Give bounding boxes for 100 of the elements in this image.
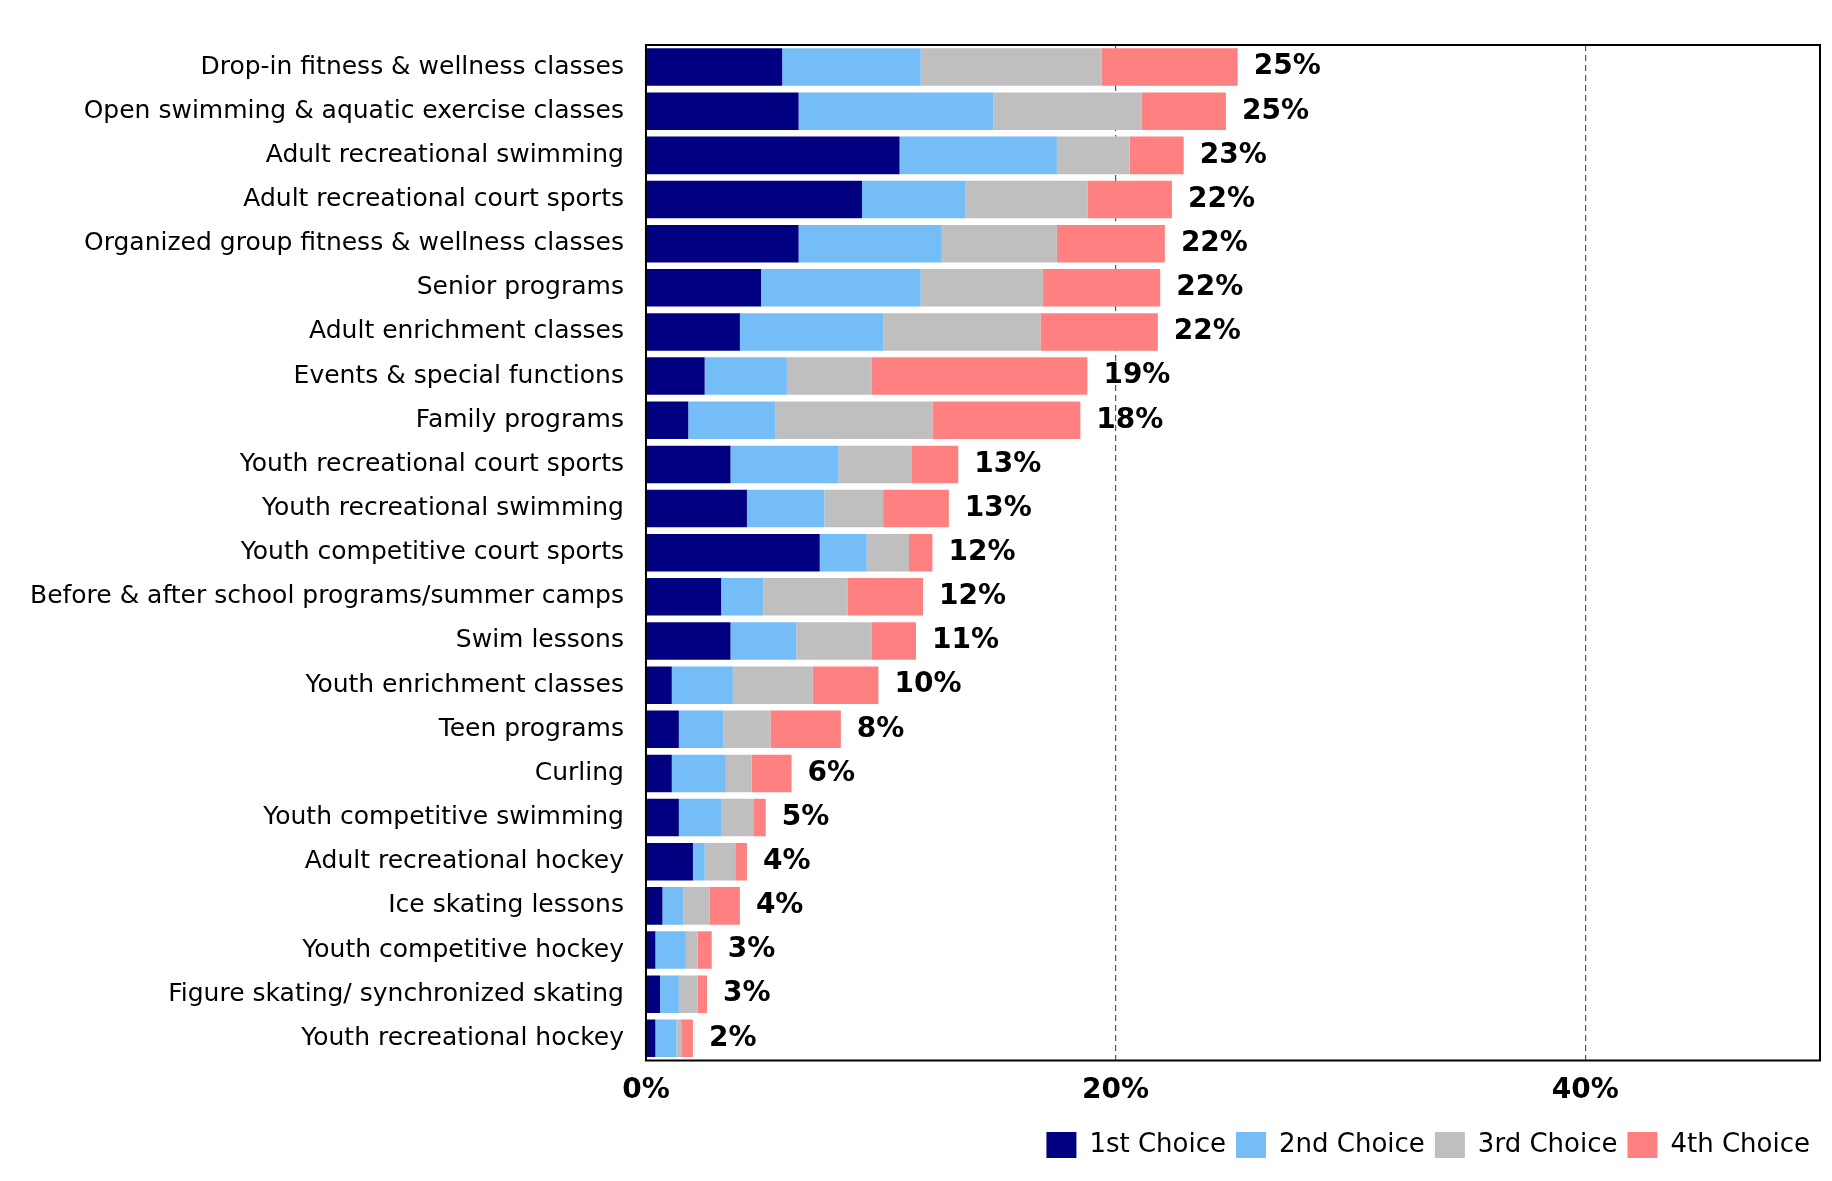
legend-label: 3rd Choice [1477, 1127, 1618, 1158]
bar [730, 622, 797, 660]
bar [678, 710, 724, 749]
bar [1141, 92, 1226, 130]
x-tick-label: 0% [622, 1072, 670, 1106]
bar [883, 489, 949, 528]
bar [646, 1019, 656, 1058]
bar [730, 445, 839, 484]
y-tick-label: Adult enrichment classes [309, 315, 624, 345]
bar [685, 931, 698, 969]
bar [819, 533, 867, 572]
bar [847, 578, 924, 616]
bar [704, 357, 787, 395]
y-tick-label: Ice skating lessons [388, 889, 624, 919]
y-tick-label: Drop-in fitness & wellness classes [200, 50, 624, 80]
bar [704, 842, 736, 881]
legend-label: 4th Choice [1670, 1127, 1811, 1158]
bar [1040, 313, 1158, 351]
y-tick-label: Adult recreational hockey [304, 845, 625, 875]
bar [920, 48, 1102, 86]
y-tick-label: Youth enrichment classes [304, 668, 624, 698]
bar [709, 887, 740, 925]
bar [732, 666, 813, 704]
y-tick-label: Swim lessons [455, 624, 624, 654]
bar [662, 887, 684, 925]
bar [646, 754, 672, 793]
bar [866, 533, 909, 572]
bar [798, 224, 942, 263]
bar [676, 1019, 682, 1058]
bar [883, 313, 1041, 351]
bar [761, 269, 921, 307]
total-label: 2% [708, 1019, 757, 1053]
total-label: 13% [964, 489, 1032, 523]
y-tick-label: Family programs [415, 403, 624, 433]
y-tick-label: Open swimming & aquatic exercise classes [83, 94, 624, 124]
x-tick-label: 20% [1082, 1072, 1150, 1106]
total-label: 22% [1176, 269, 1244, 303]
bar [646, 136, 900, 175]
y-tick-label: Youth competitive swimming [262, 801, 624, 831]
total-label: 12% [939, 578, 1007, 612]
x-tick-label: 40% [1551, 1072, 1619, 1106]
total-label: 23% [1199, 136, 1267, 170]
total-label: 6% [807, 754, 856, 788]
bar [746, 489, 825, 528]
bar [871, 622, 916, 660]
total-label: 8% [856, 710, 905, 744]
bar [655, 1019, 677, 1058]
bar [751, 754, 792, 793]
bar [646, 578, 722, 616]
bar [655, 931, 686, 969]
total-label: 22% [1187, 180, 1255, 214]
bar [671, 666, 733, 704]
bar [911, 445, 959, 484]
bar [824, 489, 884, 528]
total-label: 4% [762, 843, 811, 877]
bar [671, 754, 726, 793]
bar [697, 931, 712, 969]
y-tick-label: Before & after school programs/summer camps [29, 580, 624, 610]
y-tick-label: Organized group fitness & wellness classes [83, 227, 624, 257]
bar [646, 224, 799, 263]
bar [646, 269, 762, 307]
total-label: 18% [1096, 401, 1164, 435]
bar [646, 842, 693, 881]
bar [739, 313, 884, 351]
y-tick-label: Youth recreational court sports [238, 447, 624, 477]
bar [681, 1019, 693, 1058]
y-tick-label: Adult recreational court sports [243, 183, 624, 213]
bar [735, 842, 747, 881]
bar [993, 92, 1142, 130]
bar [838, 445, 912, 484]
bar [920, 269, 1043, 307]
total-label: 3% [727, 931, 776, 965]
bar [646, 798, 679, 837]
bar [899, 136, 1057, 175]
bar [646, 533, 820, 572]
bar [861, 180, 966, 219]
bar [646, 975, 661, 1013]
bar [798, 92, 994, 130]
legend-label: 1st Choice [1089, 1127, 1227, 1158]
y-tick-label: Adult recreational swimming [265, 138, 624, 168]
bar [965, 180, 1088, 219]
bar [775, 401, 933, 440]
bar [786, 357, 872, 395]
bar [697, 975, 708, 1013]
bar [646, 622, 731, 660]
bar [908, 533, 933, 572]
total-label: 13% [974, 445, 1042, 479]
y-tick-label: Youth competitive court sports [239, 536, 624, 566]
bar [1042, 269, 1161, 307]
bar [683, 887, 710, 925]
y-tick-label: Youth recreational hockey [300, 1021, 625, 1051]
bar [646, 931, 656, 969]
bar [646, 489, 747, 528]
total-label: 22% [1173, 313, 1241, 347]
bar [646, 887, 663, 925]
bar [688, 401, 776, 440]
bar [1087, 180, 1172, 219]
bar [782, 48, 921, 86]
y-tick-label: Curling [534, 756, 624, 786]
total-label: 22% [1180, 224, 1248, 258]
